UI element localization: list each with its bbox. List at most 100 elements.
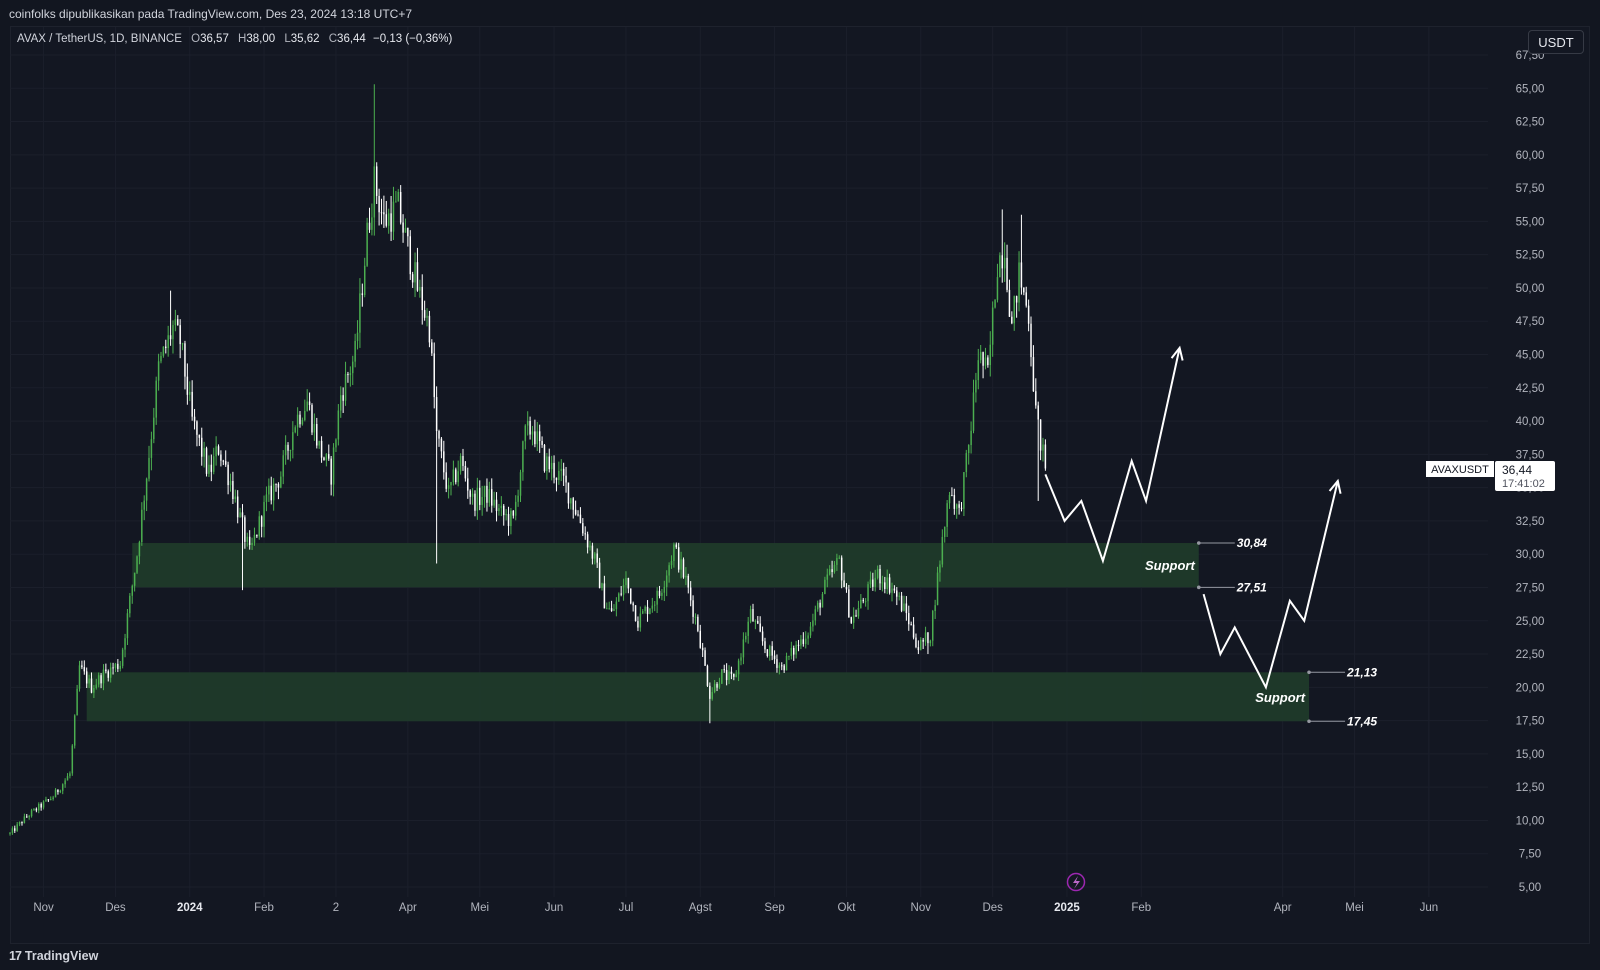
y-tick-label: 42,50: [1516, 383, 1545, 395]
candle-up: [373, 166, 376, 218]
candle-down: [186, 376, 189, 395]
candle-down: [634, 605, 637, 622]
candle-down: [927, 632, 929, 644]
candle-down: [205, 448, 208, 474]
low-label: L: [284, 33, 291, 45]
symbol-name[interactable]: AVAX / TetherUS, 1D, BINANCE: [17, 33, 182, 45]
brand-name: TradingView: [24, 949, 99, 963]
x-tick-label: Nov: [911, 902, 932, 914]
candle-down: [495, 499, 498, 511]
candle-down: [486, 485, 488, 503]
candle-down: [905, 603, 908, 614]
candle-down: [543, 444, 546, 472]
candle-up: [948, 494, 951, 504]
candle-down: [83, 667, 86, 672]
candle-down: [840, 557, 843, 581]
candle-up: [728, 671, 730, 681]
candle-up: [160, 355, 162, 362]
candle-down: [1044, 444, 1047, 469]
candle-down: [1025, 292, 1027, 306]
candle-down: [699, 630, 702, 648]
candle-up: [946, 503, 948, 527]
candle-down: [584, 533, 586, 535]
candle-up: [95, 684, 98, 689]
candle-up: [651, 605, 654, 609]
candle-down: [555, 477, 558, 480]
candle-up: [459, 455, 462, 472]
candle-down: [572, 498, 574, 510]
candle-up: [668, 565, 670, 576]
candle-up: [23, 816, 26, 824]
low-value: 35,62: [290, 33, 320, 45]
candle-up: [121, 649, 124, 666]
candle-up: [665, 575, 668, 587]
candle-down: [438, 431, 440, 439]
candle-up: [313, 423, 316, 433]
candle-up: [387, 213, 390, 226]
y-tick-label: 30,00: [1516, 549, 1545, 561]
candle-down: [423, 310, 426, 318]
candle-down: [773, 655, 776, 660]
candle-down: [287, 444, 289, 451]
candle-up: [864, 601, 867, 603]
support-zone: [132, 543, 1199, 588]
price-axis[interactable]: 5,00 7,50 10,00 12,50 15,00 17,50 20,00 22,50 25…: [1516, 50, 1545, 894]
candle-up: [349, 373, 352, 376]
candle-down: [469, 490, 471, 497]
candle-down: [610, 608, 613, 611]
candle-up: [601, 583, 603, 589]
candle-up: [234, 496, 237, 500]
candle-up: [251, 542, 253, 545]
candle-up: [16, 824, 18, 831]
candle-down: [658, 590, 661, 596]
zone-label: Support: [1145, 558, 1195, 573]
candle-up: [354, 340, 356, 362]
candle-up: [965, 453, 968, 473]
candle-up: [272, 483, 275, 501]
zone-price-label: 21,13: [1346, 665, 1377, 679]
candle-down: [582, 523, 584, 534]
candle-down: [819, 602, 821, 608]
candle-down: [198, 434, 201, 438]
candle-up: [304, 410, 306, 420]
candle-down: [908, 613, 910, 625]
candle-up: [54, 789, 57, 798]
candle-up: [363, 265, 366, 295]
currency-button[interactable]: USDT: [1528, 30, 1584, 54]
candle-up: [263, 501, 265, 527]
candle-down: [900, 595, 903, 611]
candle-down: [443, 451, 445, 473]
candle-down: [200, 437, 203, 457]
lightning-icon[interactable]: [1066, 872, 1086, 892]
x-tick-label: Agst: [689, 902, 713, 914]
candle-down: [1027, 305, 1030, 324]
candle-up: [167, 335, 169, 349]
candle-up: [644, 606, 646, 612]
candle-up: [874, 577, 876, 587]
time-axis[interactable]: Nov Des 2024 Feb 2 Apr Mei Jun Jul Agst Sep Okt Nov D…: [33, 902, 1438, 914]
candle-down: [361, 293, 364, 295]
candle-down: [1035, 391, 1037, 406]
candle-down: [689, 587, 692, 601]
candle-down: [236, 496, 239, 518]
candle-up: [550, 462, 553, 470]
candle-down: [1039, 419, 1042, 451]
candle-down: [467, 478, 469, 491]
candle-up: [172, 325, 174, 340]
x-tick-label: Feb: [254, 902, 274, 914]
tradingview-logo[interactable]: 17 TradingView: [9, 949, 98, 963]
candle-up: [66, 776, 69, 781]
candle-down: [90, 678, 93, 693]
candle-up: [860, 599, 862, 609]
candle-down: [316, 423, 318, 446]
candle-down: [987, 357, 989, 366]
candle-up: [721, 669, 723, 684]
candle-up: [824, 579, 826, 594]
candle-down: [630, 588, 632, 604]
candle-down: [184, 343, 186, 377]
y-tick-label: 10,00: [1516, 815, 1545, 827]
zone-edge-dot: [1307, 719, 1311, 724]
candle-down: [347, 373, 349, 376]
grid-lines: [10, 27, 1488, 897]
